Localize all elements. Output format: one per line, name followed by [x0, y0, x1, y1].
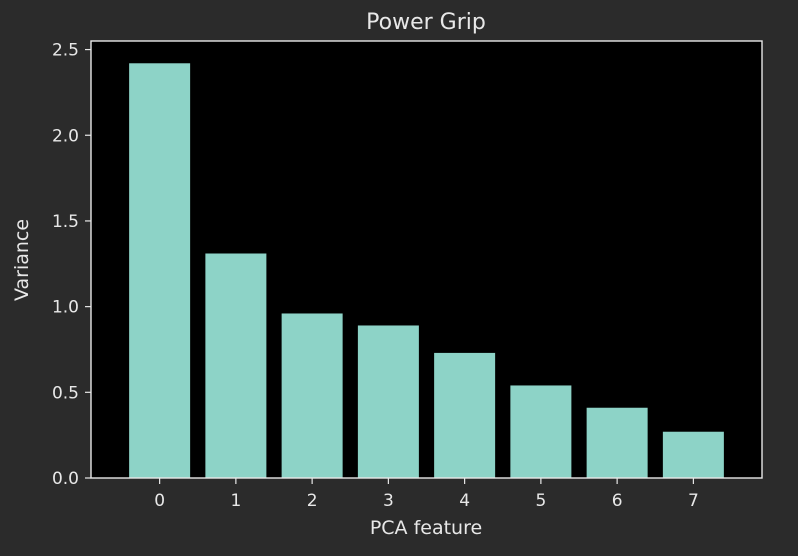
y-tick-label: 2.5 [52, 41, 79, 61]
bar-2 [281, 313, 343, 478]
bars-group [129, 63, 724, 478]
axes-frame [90, 40, 763, 479]
y-axis-label: Variance [11, 219, 33, 301]
x-ticks-group: 0 1 2 3 4 5 6 7 [154, 478, 699, 511]
y-ticks-group: 0.0 0.5 1.0 1.5 2.0 2.5 [52, 41, 91, 489]
y-tick-label: 2.0 [52, 126, 79, 146]
bar-6 [586, 407, 648, 478]
x-axis-label: PCA feature [370, 517, 482, 539]
x-tick-label: 1 [230, 491, 241, 511]
bar-3 [357, 325, 419, 478]
y-tick-label: 1.0 [52, 298, 79, 318]
x-tick-label: 6 [612, 491, 623, 511]
chart-title: Power Grip [366, 10, 486, 35]
x-tick-label: 2 [307, 491, 318, 511]
x-tick-label: 4 [459, 491, 470, 511]
y-tick-label: 1.5 [52, 212, 79, 232]
plot-area [91, 41, 762, 478]
bar-7 [662, 431, 724, 478]
x-tick-label: 5 [535, 491, 546, 511]
y-tick-label: 0.5 [52, 383, 79, 403]
bar-5 [510, 385, 572, 478]
bar-4 [434, 352, 496, 478]
y-tick-label: 0.0 [52, 469, 79, 489]
x-tick-label: 7 [688, 491, 699, 511]
bar-0 [129, 63, 191, 478]
bar-1 [205, 253, 267, 478]
x-tick-label: 3 [383, 491, 394, 511]
x-tick-label: 0 [154, 491, 165, 511]
